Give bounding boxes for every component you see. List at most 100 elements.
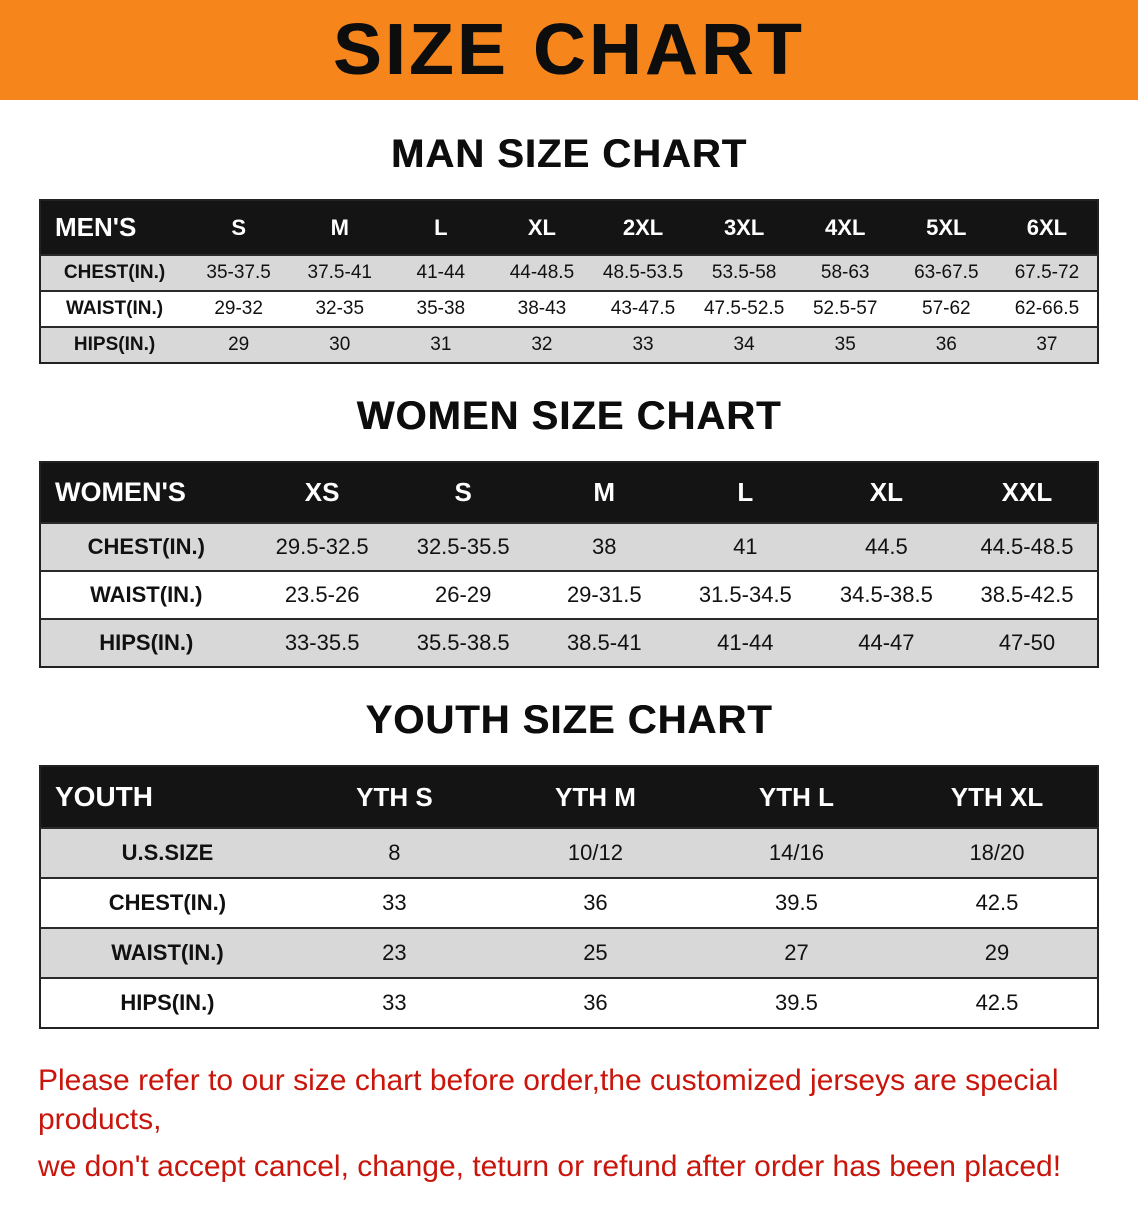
table-cell: 37: [996, 326, 1098, 363]
header-row: WOMEN'S XS S M L XL XXL: [40, 462, 1098, 523]
size-header-cell: YTH M: [494, 766, 696, 828]
size-header-cell: XXL: [956, 462, 1098, 523]
table-cell: 38.5-41: [533, 618, 675, 667]
table-cell: 35.5-38.5: [392, 618, 534, 667]
size-header-cell: L: [674, 462, 816, 523]
table-title-cell: MEN'S: [40, 200, 189, 255]
table-cell: 34.5-38.5: [815, 570, 957, 619]
table-cell: 39.5: [695, 877, 897, 928]
charts-container: MAN SIZE CHART MEN'S S M L XL 2XL 3XL 4XL 5XL 6XL C…: [0, 100, 1138, 1029]
table-cell: 29-31.5: [533, 570, 675, 619]
table-cell: 63-67.5: [895, 254, 997, 291]
table-cell: 42.5: [896, 977, 1098, 1028]
disclaimer-line-1: Please refer to our size chart before or…: [38, 1064, 1059, 1136]
table-cell: 32: [491, 326, 593, 363]
women-size-table: WOMEN'S XS S M L XL XXL CHEST(IN.) 29.5-32.5 32.5…: [39, 461, 1099, 668]
table-cell: 62-66.5: [996, 290, 1098, 327]
table-cell: 29-32: [188, 290, 290, 327]
table-cell: 42.5: [896, 877, 1098, 928]
table-cell: 18/20: [896, 827, 1098, 878]
page-title: SIZE CHART: [333, 10, 805, 90]
disclaimer: Please refer to our size chart before or…: [0, 1061, 1138, 1186]
row-label: WAIST(IN.): [40, 570, 252, 619]
table-cell: 36: [494, 877, 696, 928]
table-cell: 58-63: [794, 254, 896, 291]
row-label: U.S.SIZE: [40, 827, 294, 878]
table-cell: 67.5-72: [996, 254, 1098, 291]
youth-size-table: YOUTH YTH S YTH M YTH L YTH XL U.S.SIZE 8 10/12…: [39, 765, 1099, 1029]
size-header-cell: 5XL: [895, 200, 997, 255]
section-women: WOMEN SIZE CHART WOMEN'S XS S M L XL XXL CHEST(I…: [0, 394, 1138, 668]
table-cell: 47.5-52.5: [693, 290, 795, 327]
section-youth: YOUTH SIZE CHART YOUTH YTH S YTH M YTH L YTH …: [0, 698, 1138, 1029]
table-cell: 29: [896, 927, 1098, 978]
table-cell: 31.5-34.5: [674, 570, 816, 619]
row-label: HIPS(IN.): [40, 326, 189, 363]
row-label: WAIST(IN.): [40, 290, 189, 327]
size-header-cell: M: [289, 200, 391, 255]
row-label: WAIST(IN.): [40, 927, 294, 978]
table-cell: 39.5: [695, 977, 897, 1028]
table-cell: 34: [693, 326, 795, 363]
table-cell: 44.5: [815, 522, 957, 571]
table-cell: 36: [895, 326, 997, 363]
table-cell: 33-35.5: [251, 618, 393, 667]
table-cell: 26-29: [392, 570, 534, 619]
table-cell: 14/16: [695, 827, 897, 878]
men-chart-title: MAN SIZE CHART: [390, 132, 748, 176]
table-cell: 35-38: [390, 290, 492, 327]
table-cell: 33: [293, 877, 495, 928]
header-row: MEN'S S M L XL 2XL 3XL 4XL 5XL 6XL: [40, 200, 1098, 255]
size-header-cell: 3XL: [693, 200, 795, 255]
table-cell: 32-35: [289, 290, 391, 327]
table-cell: 35: [794, 326, 896, 363]
table-cell: 44.5-48.5: [956, 522, 1098, 571]
table-cell: 29.5-32.5: [251, 522, 393, 571]
table-cell: 36: [494, 977, 696, 1028]
size-header-cell: 4XL: [794, 200, 896, 255]
table-row: CHEST(IN.) 33 36 39.5 42.5: [40, 877, 1098, 928]
table-row: U.S.SIZE 8 10/12 14/16 18/20: [40, 827, 1098, 878]
size-header-cell: S: [392, 462, 534, 523]
table-cell: 29: [188, 326, 290, 363]
table-cell: 44-48.5: [491, 254, 593, 291]
table-cell: 41-44: [390, 254, 492, 291]
table-cell: 23: [293, 927, 495, 978]
section-men: MAN SIZE CHART MEN'S S M L XL 2XL 3XL 4XL 5XL 6XL C…: [0, 132, 1138, 364]
row-label: HIPS(IN.): [40, 977, 294, 1028]
table-row: WAIST(IN.) 29-32 32-35 35-38 38-43 43-47.5 47.…: [40, 290, 1098, 327]
size-header-cell: XS: [251, 462, 393, 523]
table-cell: 38: [533, 522, 675, 571]
table-cell: 23.5-26: [251, 570, 393, 619]
table-cell: 43-47.5: [592, 290, 694, 327]
size-header-cell: L: [390, 200, 492, 255]
size-header-cell: M: [533, 462, 675, 523]
table-cell: 57-62: [895, 290, 997, 327]
table-cell: 37.5-41: [289, 254, 391, 291]
banner: SIZE CHART: [0, 0, 1138, 100]
table-cell: 44-47: [815, 618, 957, 667]
table-cell: 53.5-58: [693, 254, 795, 291]
table-title-cell: YOUTH: [40, 766, 294, 828]
table-row: HIPS(IN.) 33-35.5 35.5-38.5 38.5-41 41-44 44-…: [40, 618, 1098, 667]
table-cell: 41-44: [674, 618, 816, 667]
table-cell: 27: [695, 927, 897, 978]
table-cell: 30: [289, 326, 391, 363]
size-header-cell: YTH L: [695, 766, 897, 828]
table-title-cell: WOMEN'S: [40, 462, 252, 523]
table-cell: 8: [293, 827, 495, 878]
size-header-cell: YTH S: [293, 766, 495, 828]
size-header-cell: 6XL: [996, 200, 1098, 255]
disclaimer-line-2: we don't accept cancel, change, teturn o…: [38, 1150, 1062, 1183]
table-cell: 38.5-42.5: [956, 570, 1098, 619]
size-header-cell: XL: [491, 200, 593, 255]
youth-chart-title: YOUTH SIZE CHART: [365, 698, 773, 742]
size-header-cell: YTH XL: [896, 766, 1098, 828]
size-header-cell: XL: [815, 462, 957, 523]
row-label: CHEST(IN.): [40, 877, 294, 928]
table-cell: 35-37.5: [188, 254, 290, 291]
table-cell: 25: [494, 927, 696, 978]
women-chart-title: WOMEN SIZE CHART: [356, 394, 782, 438]
table-cell: 47-50: [956, 618, 1098, 667]
row-label: CHEST(IN.): [40, 522, 252, 571]
